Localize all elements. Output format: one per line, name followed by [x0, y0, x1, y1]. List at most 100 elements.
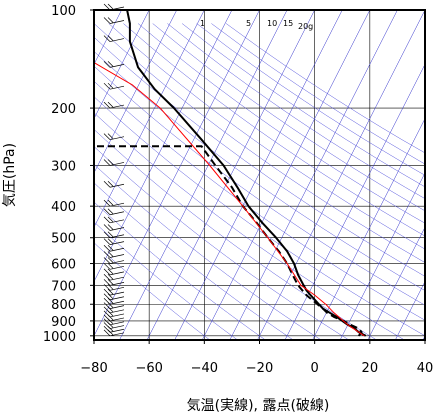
wind-barb-flag: [103, 310, 111, 318]
wind-barb-flag: [107, 61, 114, 67]
wind-barb-flag: [107, 279, 114, 285]
wind-barb-flag: [103, 306, 111, 314]
wind-barb-staff: [109, 202, 125, 207]
wind-barb: [103, 318, 125, 326]
adiabat-line: [94, 80, 425, 321]
wind-barb-staff: [109, 183, 125, 188]
wind-barb-flag: [107, 159, 114, 165]
wind-barb-staff: [109, 296, 125, 301]
wind-barb-flag: [107, 208, 114, 214]
wind-barb-flag: [107, 268, 114, 275]
isotherm-line: [312, 118, 425, 340]
wind-barb-flag: [103, 216, 111, 224]
adiabat-line: [123, 23, 425, 237]
wind-barb-staff: [109, 38, 125, 42]
wind-barb-staff: [109, 321, 125, 326]
isotherm-line: [94, 10, 260, 337]
wind-barb-flag: [107, 181, 114, 187]
wind-barb-staff: [109, 317, 125, 322]
wind-barb-flag: [103, 251, 111, 258]
wind-barb-flag: [107, 273, 114, 280]
adiabat-line: [152, 23, 425, 212]
wind-barb-flag: [103, 273, 111, 281]
wind-barb-staff: [109, 325, 125, 329]
wind-barb-flag: [107, 133, 114, 139]
wind-barb: [103, 181, 125, 188]
adiabat-line: [94, 36, 425, 277]
wind-barb-staff: [109, 234, 125, 239]
wind-barb-flag: [103, 238, 111, 245]
wind-barb-flag: [103, 318, 111, 326]
wind-barb-flag: [103, 101, 111, 109]
wind-barb-staff: [109, 241, 125, 245]
adiabat-line: [94, 182, 294, 340]
y-tick-label: 500: [51, 232, 76, 247]
isotherm-line: [395, 280, 425, 340]
wind-barb: [103, 244, 125, 252]
mixing-ratio-label: 15: [283, 19, 293, 28]
wind-barb-staff: [109, 85, 125, 90]
wind-barb: [103, 231, 125, 239]
wind-barb-flag: [103, 322, 111, 329]
mixing-ratio-label: 5: [246, 19, 251, 28]
wind-barb-flag: [103, 268, 111, 276]
wind-barb-staff: [109, 282, 125, 286]
wind-barb-flag: [103, 302, 111, 309]
dewpoint-line: [94, 145, 363, 337]
y-tick-label: 200: [51, 102, 76, 117]
wind-barb-flag: [107, 251, 114, 257]
wind-barb-flag: [107, 263, 114, 269]
wind-barb-flag: [107, 216, 114, 223]
wind-barb-staff: [109, 332, 125, 337]
wind-barb: [103, 159, 125, 166]
wind-barbs: [103, 3, 125, 337]
adiabat-line: [94, 221, 238, 340]
wind-barb-flag: [107, 293, 114, 299]
wind-barb: [103, 208, 125, 216]
adiabat-line: [181, 23, 425, 188]
wind-barb-flag: [107, 35, 114, 41]
mixing-ratio-label: 10: [267, 19, 277, 28]
wind-barb-staff: [109, 227, 125, 231]
wind-barb: [103, 101, 125, 109]
wind-barb: [103, 238, 125, 245]
wind-barb-flag: [103, 244, 111, 252]
isotherm-line: [339, 172, 425, 340]
wind-barb-flag: [103, 279, 111, 286]
x-tick-label: 0: [311, 361, 319, 376]
x-tick-label: −80: [80, 361, 107, 376]
wind-barb-flag: [103, 325, 111, 333]
wind-barb: [103, 216, 125, 224]
isotherm-line: [146, 10, 315, 340]
wind-barb-flag: [103, 199, 111, 207]
wind-barb-flag: [103, 263, 111, 270]
wind-barb-staff: [109, 162, 125, 166]
y-tick-label: 600: [51, 258, 76, 273]
wind-barb-staff: [109, 247, 125, 252]
wind-barb-staff: [109, 265, 125, 270]
isotherm-line: [257, 10, 425, 340]
wind-barb-flag: [103, 231, 111, 238]
wind-barb-staff: [109, 309, 125, 314]
wind-barb-flag: [103, 181, 111, 188]
wind-barb-flag: [107, 231, 114, 237]
isotherm-line: [229, 10, 398, 340]
wind-barb: [103, 329, 125, 337]
wind-barb-staff: [109, 276, 125, 281]
adiabat-line: [94, 201, 266, 340]
wind-barb-flag: [103, 257, 111, 264]
wind-barb-flag: [107, 257, 114, 263]
temperature-line: [126, 10, 367, 337]
wind-barb-flag: [103, 82, 111, 90]
wind-barb-flag: [103, 133, 111, 140]
y-tick-label: 800: [51, 298, 76, 313]
wind-barb-flag: [107, 3, 114, 10]
isotherm-line: [367, 226, 425, 340]
wind-barb-staff: [109, 136, 125, 140]
wind-barb-staff: [109, 286, 125, 291]
x-tick-label: −60: [135, 361, 162, 376]
wind-barb-staff: [109, 271, 125, 276]
wind-barb-flag: [107, 199, 114, 206]
mixing-ratio-label: 1: [200, 19, 205, 28]
